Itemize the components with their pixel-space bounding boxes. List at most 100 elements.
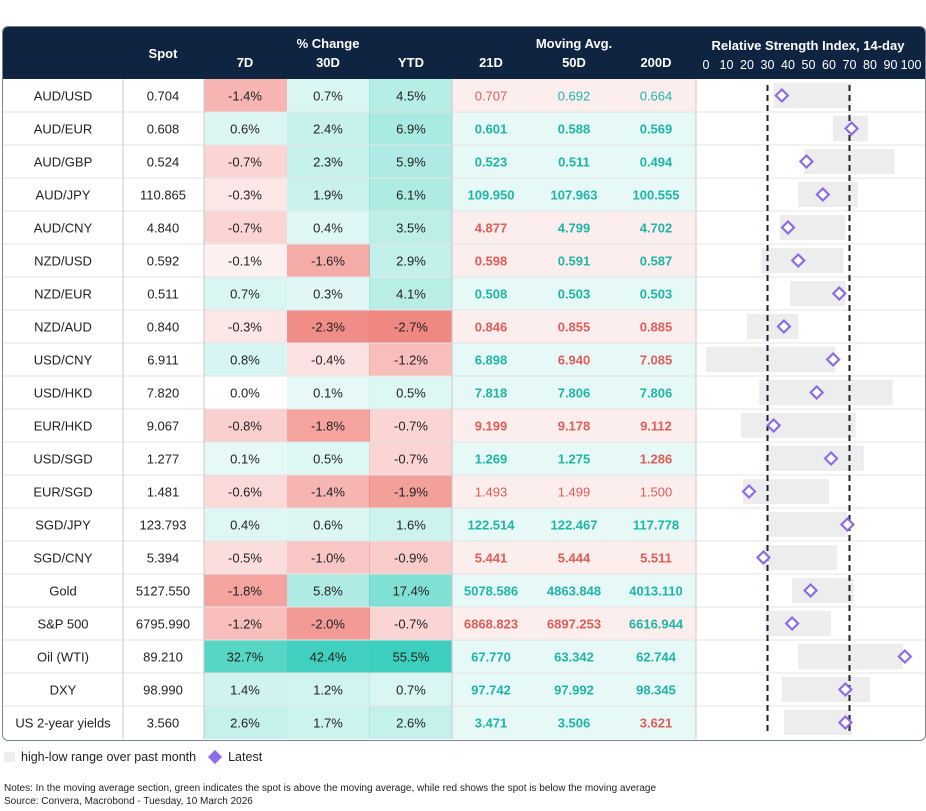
row-30d: 0.6% bbox=[313, 518, 343, 533]
change-cell-d30 bbox=[287, 79, 370, 112]
row-ma200: 0.587 bbox=[640, 254, 673, 269]
row-ma21: 67.770 bbox=[471, 650, 511, 665]
change-cell-d7 bbox=[204, 112, 287, 145]
change-cell-ytd bbox=[369, 211, 452, 244]
ma-cell-shade bbox=[452, 442, 696, 475]
change-cell-d7 bbox=[204, 277, 287, 310]
rsi-latest-marker bbox=[839, 516, 856, 533]
rsi-tick-label: 10 bbox=[720, 58, 734, 72]
row-ma200: 1.500 bbox=[640, 485, 673, 500]
row-30d: 1.7% bbox=[313, 716, 343, 731]
row-30d: -0.4% bbox=[311, 353, 345, 368]
rsi-latest-marker bbox=[843, 120, 860, 137]
row-name: NZD/AUD bbox=[34, 320, 92, 335]
row-ma21: 4.877 bbox=[475, 221, 508, 236]
rsi-latest-marker bbox=[774, 87, 790, 104]
header-band bbox=[3, 27, 925, 79]
ma-cell-shade bbox=[452, 310, 696, 343]
rsi-tick-label: 80 bbox=[863, 58, 877, 72]
ma-cell-shade bbox=[452, 409, 696, 442]
change-cell-d7 bbox=[204, 145, 287, 178]
row-ma50: 0.692 bbox=[558, 89, 591, 104]
change-cell-d7 bbox=[204, 409, 287, 442]
row-name: AUD/JPY bbox=[36, 188, 91, 203]
header-moving-avg: Moving Avg. bbox=[536, 36, 612, 51]
row-ma200: 0.885 bbox=[640, 320, 673, 335]
row-ytd: 4.5% bbox=[396, 89, 426, 104]
change-cell-ytd bbox=[369, 541, 452, 574]
rsi-range-bar bbox=[781, 677, 870, 702]
row-7d: -0.8% bbox=[228, 419, 262, 434]
change-cell-ytd bbox=[369, 145, 452, 178]
row-ma21: 122.514 bbox=[468, 518, 516, 533]
row-7d: -0.1% bbox=[228, 254, 262, 269]
change-cell-d30 bbox=[287, 145, 370, 178]
change-cell-ytd bbox=[369, 508, 452, 541]
rsi-range-bar bbox=[765, 446, 864, 471]
row-30d: 0.1% bbox=[313, 386, 343, 401]
row-ma200: 3.621 bbox=[640, 716, 673, 731]
row-ma50: 6897.253 bbox=[547, 617, 601, 632]
row-ma200: 1.286 bbox=[640, 452, 673, 467]
row-spot: 6.911 bbox=[147, 353, 179, 368]
range-swatch bbox=[4, 752, 15, 762]
row-ma21: 0.598 bbox=[475, 254, 508, 269]
row-spot: 1.277 bbox=[147, 452, 180, 467]
rsi-range-bar bbox=[740, 413, 856, 438]
rsi-latest-marker bbox=[831, 285, 847, 302]
header-50d: 50D bbox=[562, 55, 586, 70]
change-cell-d7 bbox=[204, 244, 287, 277]
row-30d: -1.8% bbox=[311, 419, 345, 434]
rsi-tick-label: 40 bbox=[781, 58, 795, 72]
row-ma50: 0.591 bbox=[558, 254, 591, 269]
diamond-icon bbox=[208, 749, 223, 765]
ma-cell-shade bbox=[452, 178, 696, 211]
row-spot: 5127.550 bbox=[136, 584, 190, 599]
row-ma21: 3.471 bbox=[475, 716, 508, 731]
row-7d: 0.0% bbox=[230, 386, 260, 401]
change-cell-d7 bbox=[204, 343, 287, 376]
row-ma21: 9.199 bbox=[475, 419, 508, 434]
row-ma21: 0.707 bbox=[475, 89, 508, 104]
row-ytd: 0.7% bbox=[396, 683, 426, 698]
rsi-tick-label: 90 bbox=[884, 58, 898, 72]
row-ytd: -0.7% bbox=[394, 419, 428, 434]
change-cell-d7 bbox=[204, 475, 287, 508]
rsi-tick-label: 60 bbox=[822, 58, 836, 72]
row-ytd: 6.1% bbox=[396, 188, 426, 203]
header-200d: 200D bbox=[640, 55, 671, 70]
fx-dashboard-table: Spot% Change 7D 30D YTD Moving Avg. 21D 50D 200… bbox=[2, 26, 926, 741]
row-ma50: 5.444 bbox=[558, 551, 591, 566]
row-spot: 110.865 bbox=[140, 188, 186, 203]
rsi-latest-marker bbox=[798, 153, 815, 170]
change-cell-d30 bbox=[287, 475, 370, 508]
rsi-latest-marker bbox=[780, 219, 796, 236]
row-name: USD/CNY bbox=[34, 353, 93, 368]
header-7d: 7D bbox=[237, 55, 254, 70]
row-ma21: 97.742 bbox=[471, 683, 511, 698]
rsi-latest-marker bbox=[802, 582, 819, 599]
change-cell-d30 bbox=[287, 574, 370, 607]
row-ma200: 4.702 bbox=[640, 221, 673, 236]
row-ma50: 122.467 bbox=[551, 518, 598, 533]
row-30d: -2.3% bbox=[311, 320, 345, 335]
header-spot: Spot bbox=[149, 46, 179, 61]
row-7d: 0.6% bbox=[230, 122, 260, 137]
row-ytd: -0.7% bbox=[394, 452, 428, 467]
row-name: USD/SGD bbox=[33, 452, 92, 467]
change-cell-d7 bbox=[204, 178, 287, 211]
change-cell-d30 bbox=[287, 409, 370, 442]
row-spot: 3.560 bbox=[147, 716, 180, 731]
rsi-tick-label: 70 bbox=[843, 58, 857, 72]
rsi-tick-label: 30 bbox=[761, 58, 775, 72]
ma-cell-shade bbox=[452, 145, 696, 178]
row-7d: 0.1% bbox=[230, 452, 260, 467]
row-7d: -0.3% bbox=[228, 320, 262, 335]
rsi-latest-marker bbox=[784, 615, 800, 632]
row-name: AUD/GBP bbox=[34, 155, 93, 170]
change-cell-d7 bbox=[204, 310, 287, 343]
row-ma200: 6616.944 bbox=[629, 617, 684, 632]
change-cell-d30 bbox=[287, 673, 370, 706]
ma-cell-shade bbox=[452, 706, 696, 739]
header-21d: 21D bbox=[479, 55, 503, 70]
